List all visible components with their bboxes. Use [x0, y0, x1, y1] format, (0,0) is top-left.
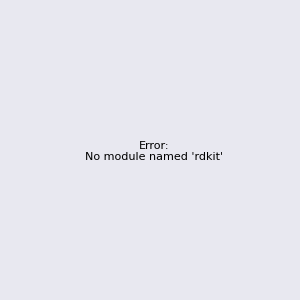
Text: Error:
No module named 'rdkit': Error: No module named 'rdkit' [85, 141, 223, 162]
